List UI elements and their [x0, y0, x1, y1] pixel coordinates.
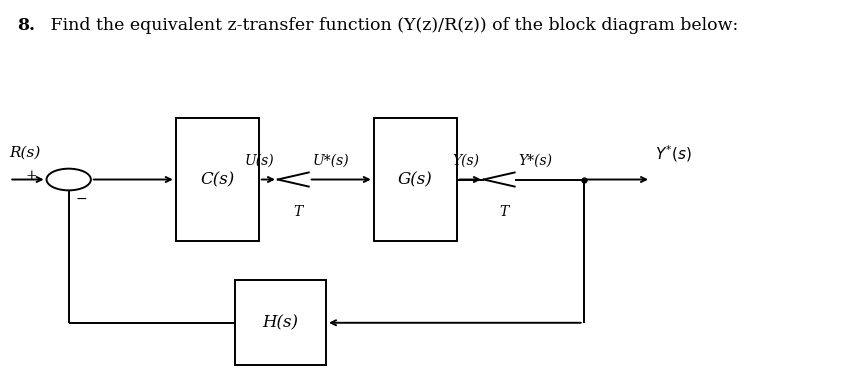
Text: Find the equivalent z-transfer function (Y(z)/R(z)) of the block diagram below:: Find the equivalent z-transfer function … — [45, 17, 738, 34]
Text: $\mathit{Y}^{*}\mathit{(s)}$: $\mathit{Y}^{*}\mathit{(s)}$ — [655, 143, 691, 164]
Text: U*(s): U*(s) — [313, 154, 350, 168]
Text: Y(s): Y(s) — [453, 154, 480, 168]
Text: Y*(s): Y*(s) — [519, 154, 552, 168]
Bar — [235, 280, 326, 365]
Text: +: + — [26, 168, 37, 183]
Bar — [374, 117, 457, 241]
Text: U(s): U(s) — [244, 154, 274, 168]
Text: T: T — [500, 205, 509, 219]
Text: 8.: 8. — [17, 17, 35, 34]
Text: −: − — [75, 192, 87, 206]
Text: H(s): H(s) — [263, 314, 299, 331]
Text: C(s): C(s) — [200, 171, 235, 188]
Text: R(s): R(s) — [9, 146, 40, 160]
Bar — [175, 117, 259, 241]
Text: T: T — [294, 205, 303, 219]
Circle shape — [46, 168, 91, 190]
Text: G(s): G(s) — [398, 171, 433, 188]
